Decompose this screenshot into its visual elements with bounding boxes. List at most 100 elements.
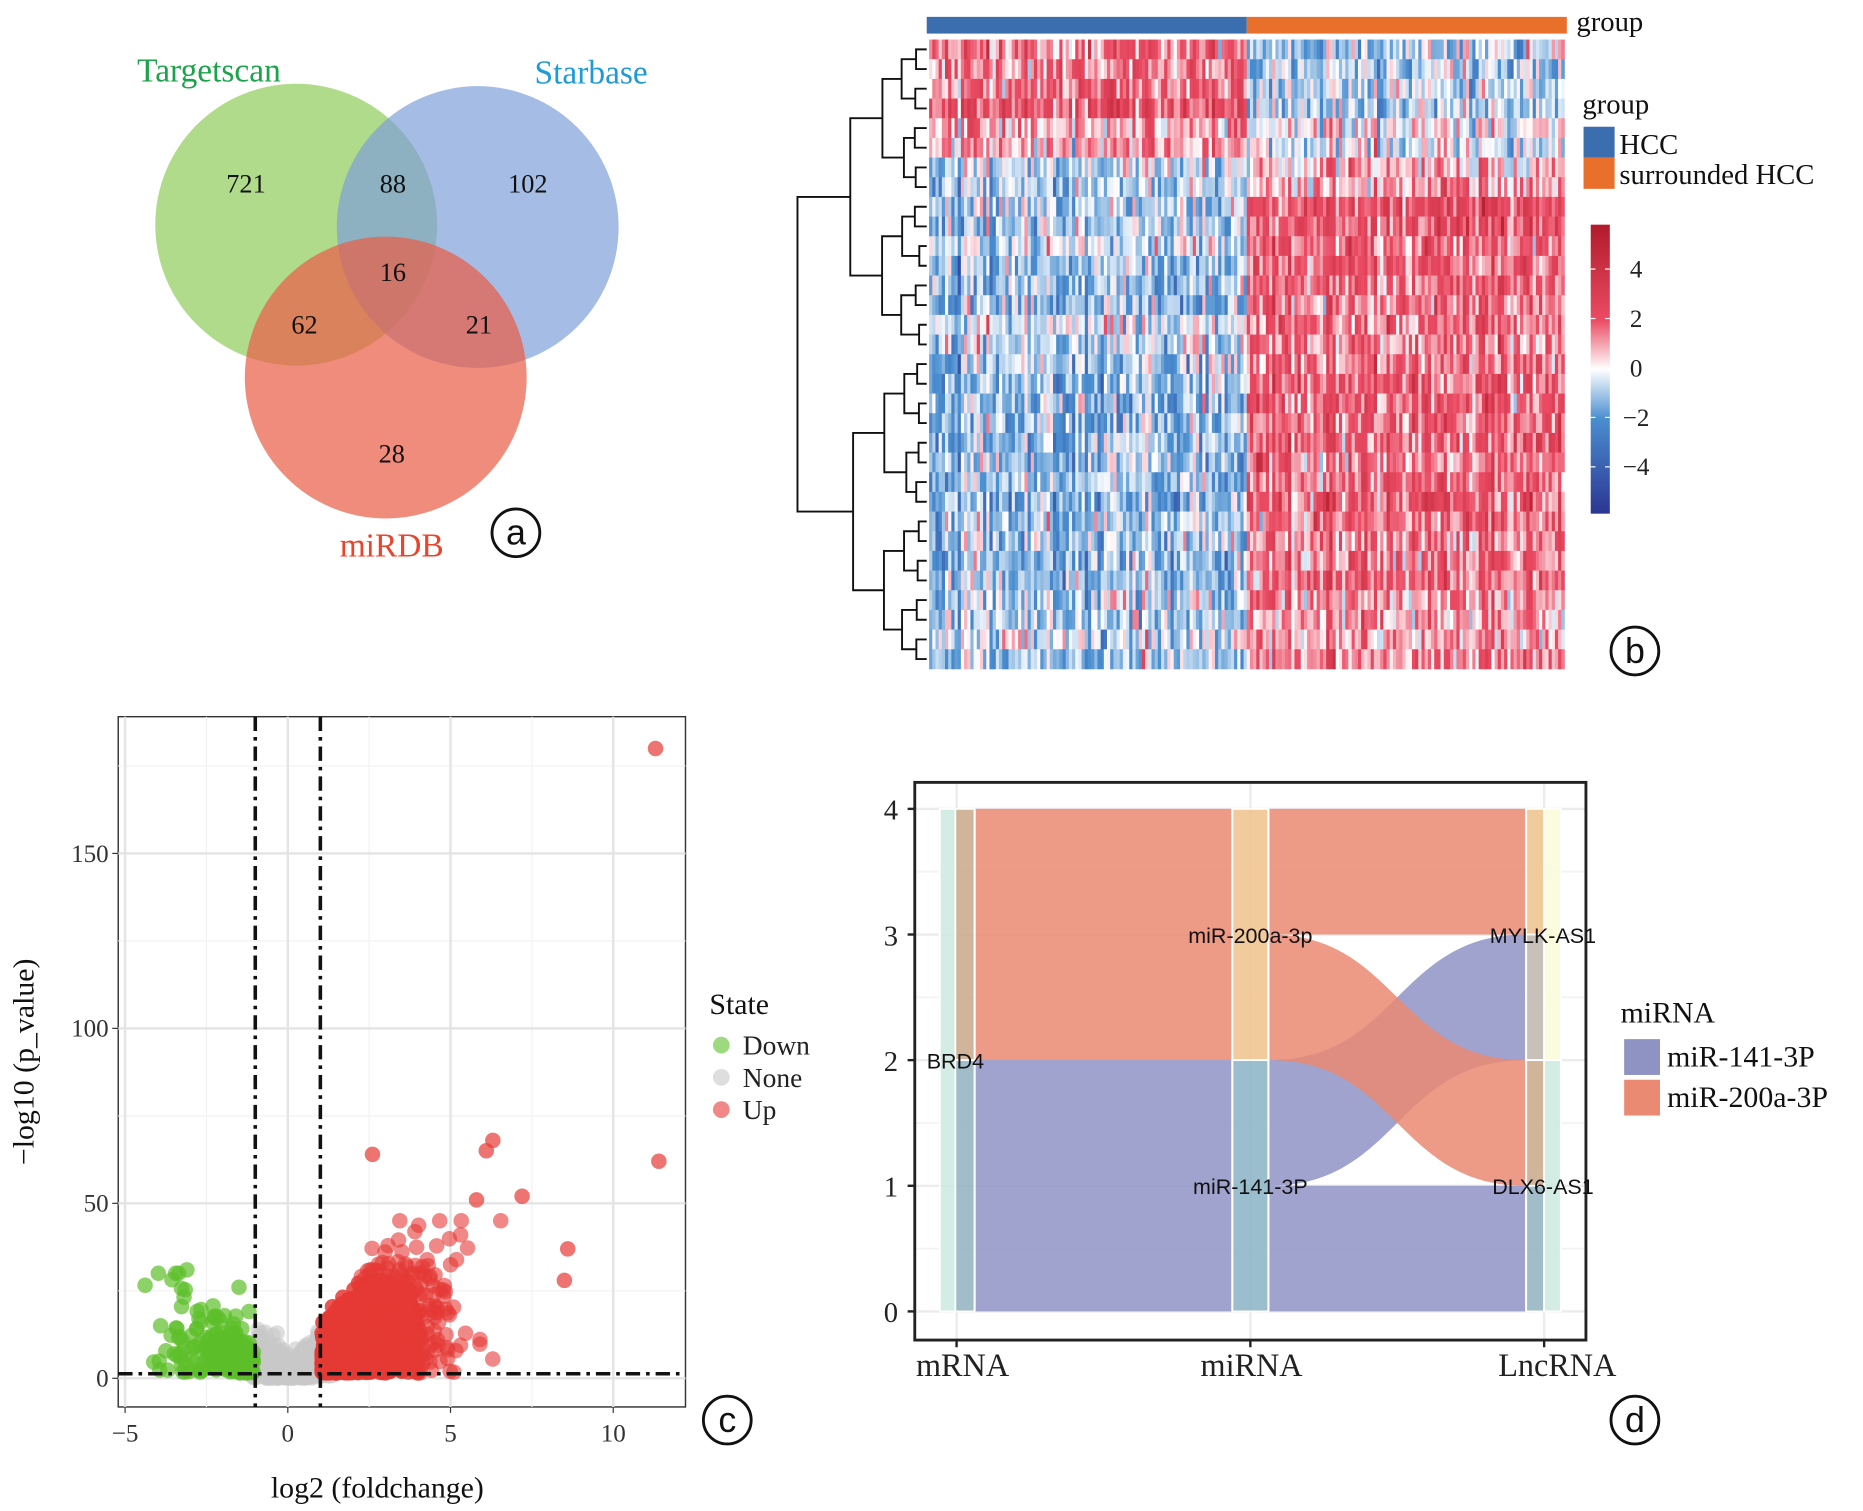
- heatmap-cell: [1329, 157, 1333, 178]
- heatmap-cell: [973, 59, 978, 80]
- heatmap-cell: [1373, 413, 1378, 434]
- heatmap-cell: [1033, 511, 1038, 532]
- heatmap-cell: [1033, 393, 1038, 414]
- heatmap-cell: [1008, 98, 1013, 119]
- heatmap-cell: [1402, 432, 1406, 453]
- heatmap-cell: [1008, 255, 1013, 276]
- heatmap-cell: [1456, 236, 1460, 257]
- heatmap-cell: [1110, 452, 1114, 473]
- heatmap-cell: [1189, 157, 1194, 178]
- heatmap-cell: [1510, 236, 1514, 257]
- heatmap-cell: [1100, 157, 1105, 178]
- heatmap-cell: [1240, 511, 1244, 532]
- heatmap-cell: [1075, 452, 1079, 473]
- heatmap-cell: [983, 98, 987, 119]
- heatmap-cell: [1399, 118, 1403, 139]
- heatmap-cell: [1107, 236, 1111, 257]
- heatmap-cell: [1005, 216, 1009, 237]
- heatmap-cell: [1037, 314, 1041, 335]
- heatmap-cell: [1005, 314, 1009, 335]
- heatmap-cell: [964, 432, 968, 453]
- heatmap-cell: [1297, 432, 1302, 453]
- heatmap-cell: [1481, 511, 1486, 532]
- heatmap-cell: [1164, 413, 1168, 434]
- heatmap-cell: [948, 314, 952, 335]
- heatmap-cell: [1040, 78, 1044, 99]
- heatmap-cell: [1456, 393, 1460, 414]
- heatmap-cell: [1030, 196, 1035, 217]
- heatmap-cell: [970, 373, 974, 394]
- heatmap-cell: [1205, 491, 1210, 512]
- heatmap-cell: [1018, 216, 1022, 237]
- heatmap-cell: [951, 295, 955, 316]
- heatmap-cell: [1513, 236, 1518, 257]
- heatmap-cell: [1377, 432, 1381, 453]
- heatmap-cell: [1272, 393, 1276, 414]
- heatmap-cell: [1068, 295, 1073, 316]
- heatmap-cell: [1202, 432, 1206, 453]
- heatmap-cell: [1113, 314, 1117, 335]
- heatmap-cell: [992, 314, 997, 335]
- heatmap-cell: [1396, 314, 1400, 335]
- heatmap-cell: [1205, 432, 1210, 453]
- heatmap-cell: [944, 118, 949, 139]
- heatmap-cell: [1180, 59, 1184, 80]
- heatmap-cell: [960, 236, 965, 257]
- heatmap-cell: [1500, 157, 1505, 178]
- heatmap-cell: [1551, 236, 1556, 257]
- heatmap-cell: [1386, 491, 1391, 512]
- heatmap-cell: [1167, 491, 1171, 512]
- heatmap-cell: [1189, 216, 1194, 237]
- heatmap-cell: [1078, 255, 1082, 276]
- heatmap-cell: [1141, 78, 1146, 99]
- heatmap-cell: [1519, 275, 1524, 296]
- heatmap-cell: [1465, 157, 1470, 178]
- heatmap-cell: [1202, 255, 1206, 276]
- heatmap-cell: [1494, 413, 1499, 434]
- heatmap-cell: [1281, 39, 1286, 60]
- heatmap-cell: [1440, 39, 1445, 60]
- heatmap-cell: [1049, 216, 1054, 237]
- heatmap-cell: [1396, 196, 1400, 217]
- heatmap-cell: [1180, 236, 1184, 257]
- heatmap-cell: [1364, 196, 1368, 217]
- heatmap-cell: [1259, 177, 1264, 198]
- heatmap-cell: [1300, 118, 1305, 139]
- heatmap-cell: [932, 196, 936, 217]
- heatmap-cell: [1329, 137, 1333, 158]
- heatmap-cell: [1132, 452, 1136, 473]
- heatmap-cell: [1018, 236, 1022, 257]
- heatmap-cell: [1307, 314, 1311, 335]
- heatmap-cell: [1370, 354, 1375, 375]
- heatmap-cell: [992, 413, 997, 434]
- heatmap-cell: [948, 472, 952, 493]
- heatmap-cell: [1323, 354, 1327, 375]
- heatmap-cell: [1049, 118, 1054, 139]
- heatmap-cell: [929, 118, 933, 139]
- heatmap-cell: [960, 196, 965, 217]
- heatmap-cell: [944, 59, 949, 80]
- heatmap-cell: [1288, 236, 1292, 257]
- heatmap-cell: [1481, 275, 1486, 296]
- heatmap-cell: [1402, 354, 1406, 375]
- heatmap-cell: [1504, 39, 1508, 60]
- heatmap-cell: [1329, 373, 1333, 394]
- heatmap-cell: [1431, 275, 1435, 296]
- heatmap-cell: [1383, 354, 1387, 375]
- heatmap-cell: [1532, 393, 1537, 414]
- heatmap-cell: [1024, 295, 1028, 316]
- heatmap-cell: [1243, 177, 1248, 198]
- heatmap-cell: [1523, 59, 1527, 80]
- heatmap-cell: [1437, 157, 1441, 178]
- heatmap-cell: [976, 275, 981, 296]
- heatmap-cell: [1119, 432, 1124, 453]
- heatmap-cell: [973, 275, 978, 296]
- heatmap-cell: [1110, 393, 1114, 414]
- heatmap-cell: [938, 295, 943, 316]
- heatmap-cell: [1094, 137, 1098, 158]
- heatmap-cell: [1443, 472, 1448, 493]
- heatmap-cell: [1516, 314, 1521, 335]
- heatmap-cell: [1434, 413, 1438, 434]
- heatmap-cell: [1561, 118, 1565, 139]
- heatmap-cell: [1072, 59, 1076, 80]
